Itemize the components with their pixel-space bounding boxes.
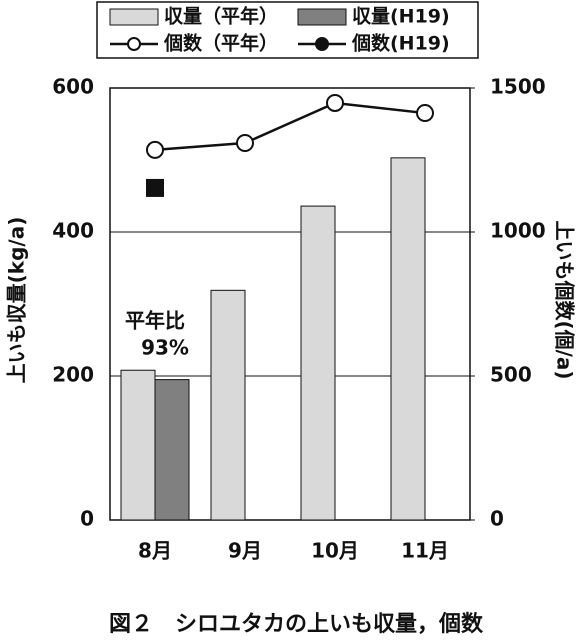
annotation: 平年比 (125, 309, 185, 333)
legend-swatch (297, 8, 347, 26)
marker (146, 178, 164, 197)
marker (416, 104, 434, 123)
bar (300, 205, 336, 521)
y2-tick-label: 1000 (490, 219, 546, 243)
y2-tick-label: 500 (490, 363, 532, 387)
caption: 図２ シロユタカの上いも収量，個数 (109, 611, 484, 637)
marker (236, 134, 254, 153)
legend-swatch (127, 37, 141, 51)
bar (390, 157, 426, 521)
x-tick-label: 8月 (138, 539, 172, 563)
line (154, 101, 426, 152)
y-tick-label: 600 (52, 75, 94, 99)
legend-swatch (109, 8, 159, 26)
marker (146, 140, 164, 159)
x-tick-label: 10月 (311, 539, 359, 563)
y-tick-label: 200 (52, 363, 94, 387)
plot-frame (109, 87, 471, 521)
x-tick-label: 11月 (401, 539, 449, 563)
legend-label: 個数（平年） (163, 32, 278, 55)
y2-tick-label: 1500 (490, 75, 546, 99)
legend-box (96, 1, 479, 59)
legend-swatch (315, 37, 329, 51)
y-axis-title: 上いも収量(kg/a) (5, 217, 29, 384)
y2-axis-title: 上いも個数(個/a) (553, 220, 577, 379)
legend-label: 収量（平年） (164, 5, 278, 28)
x-tick-label: 9月 (228, 539, 262, 563)
bar (210, 289, 246, 521)
marker (326, 93, 344, 112)
bar (120, 369, 156, 521)
y-tick-label: 400 (52, 219, 94, 243)
bar (154, 379, 190, 521)
y2-tick-label: 0 (490, 507, 504, 531)
annotation: 93% (141, 336, 189, 360)
legend-label: 収量(H19) (352, 6, 450, 28)
legend-label: 個数(H19) (351, 32, 450, 55)
y-tick-label: 0 (80, 507, 94, 531)
